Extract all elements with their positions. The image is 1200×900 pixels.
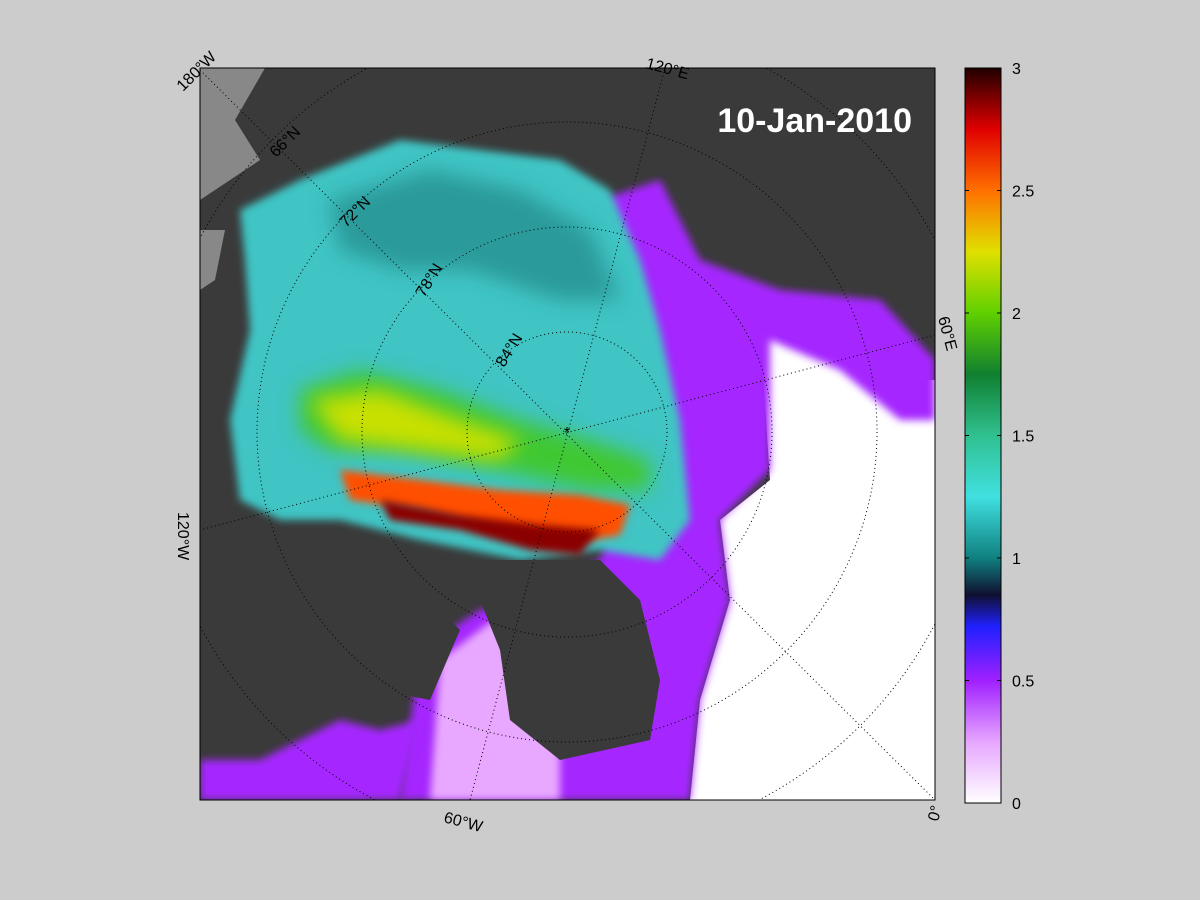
lat-circle-78 [361, 226, 773, 638]
colorbar: 3 2.5 2 1.5 1 0.5 0 [964, 61, 1034, 813]
graticule [200, 68, 935, 800]
lon-label-120w: 120°W [174, 512, 191, 561]
open-water-region [690, 330, 935, 800]
colorbar-tick-label: 1 [1012, 551, 1021, 568]
colorbar-ticks: 3 2.5 2 1.5 1 0.5 0 [965, 61, 1034, 813]
thin-ice-region-2 [200, 720, 420, 800]
archipelago-land [350, 590, 460, 700]
map-frame [199, 67, 936, 801]
ice-orange-band [340, 470, 630, 545]
colorbar-tick-label: 0 [1012, 796, 1021, 813]
colorbar-strip [964, 67, 1002, 804]
meridian-3 [200, 334, 935, 531]
outside-region-2 [200, 230, 225, 290]
colorbar-tick-label: 2 [1012, 306, 1021, 323]
canada-land [200, 540, 360, 720]
north-pole-marker: * [564, 425, 570, 442]
colorbar-tick-label: 1.5 [1012, 429, 1034, 446]
date-label: 10-Jan-2010 [717, 102, 912, 140]
ice-yellow-band [310, 390, 520, 460]
ice-dark-red-band [380, 500, 600, 555]
colorbar-tick-label: 0.5 [1012, 674, 1034, 691]
lat-circle-84 [466, 331, 668, 533]
colorbar-tick-label: 2.5 [1012, 184, 1034, 201]
greenland-land [470, 560, 660, 760]
ice-medium-patch [330, 170, 620, 300]
outside-region [200, 68, 265, 200]
lon-label-60e: 60°E [934, 315, 959, 353]
lat-circle-72 [256, 121, 878, 743]
colorbar-tick-label: 3 [1012, 61, 1021, 78]
lon-label-60w: 60°W [442, 809, 485, 836]
meridian-1 [200, 69, 935, 800]
map-area: * 10-Jan-2010 [200, 68, 935, 800]
lon-label-0: 0° [925, 804, 945, 823]
